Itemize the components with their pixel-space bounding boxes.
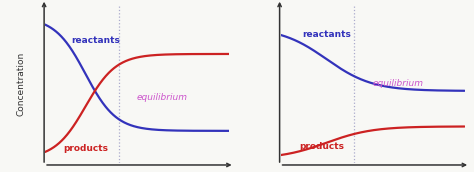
- Text: products: products: [299, 142, 344, 151]
- Text: products: products: [64, 144, 109, 153]
- Text: Concentration: Concentration: [17, 52, 26, 116]
- Text: equilibrium: equilibrium: [373, 79, 424, 88]
- Text: reactants: reactants: [71, 36, 119, 45]
- Text: reactants: reactants: [302, 30, 352, 39]
- Text: equilibrium: equilibrium: [137, 93, 188, 102]
